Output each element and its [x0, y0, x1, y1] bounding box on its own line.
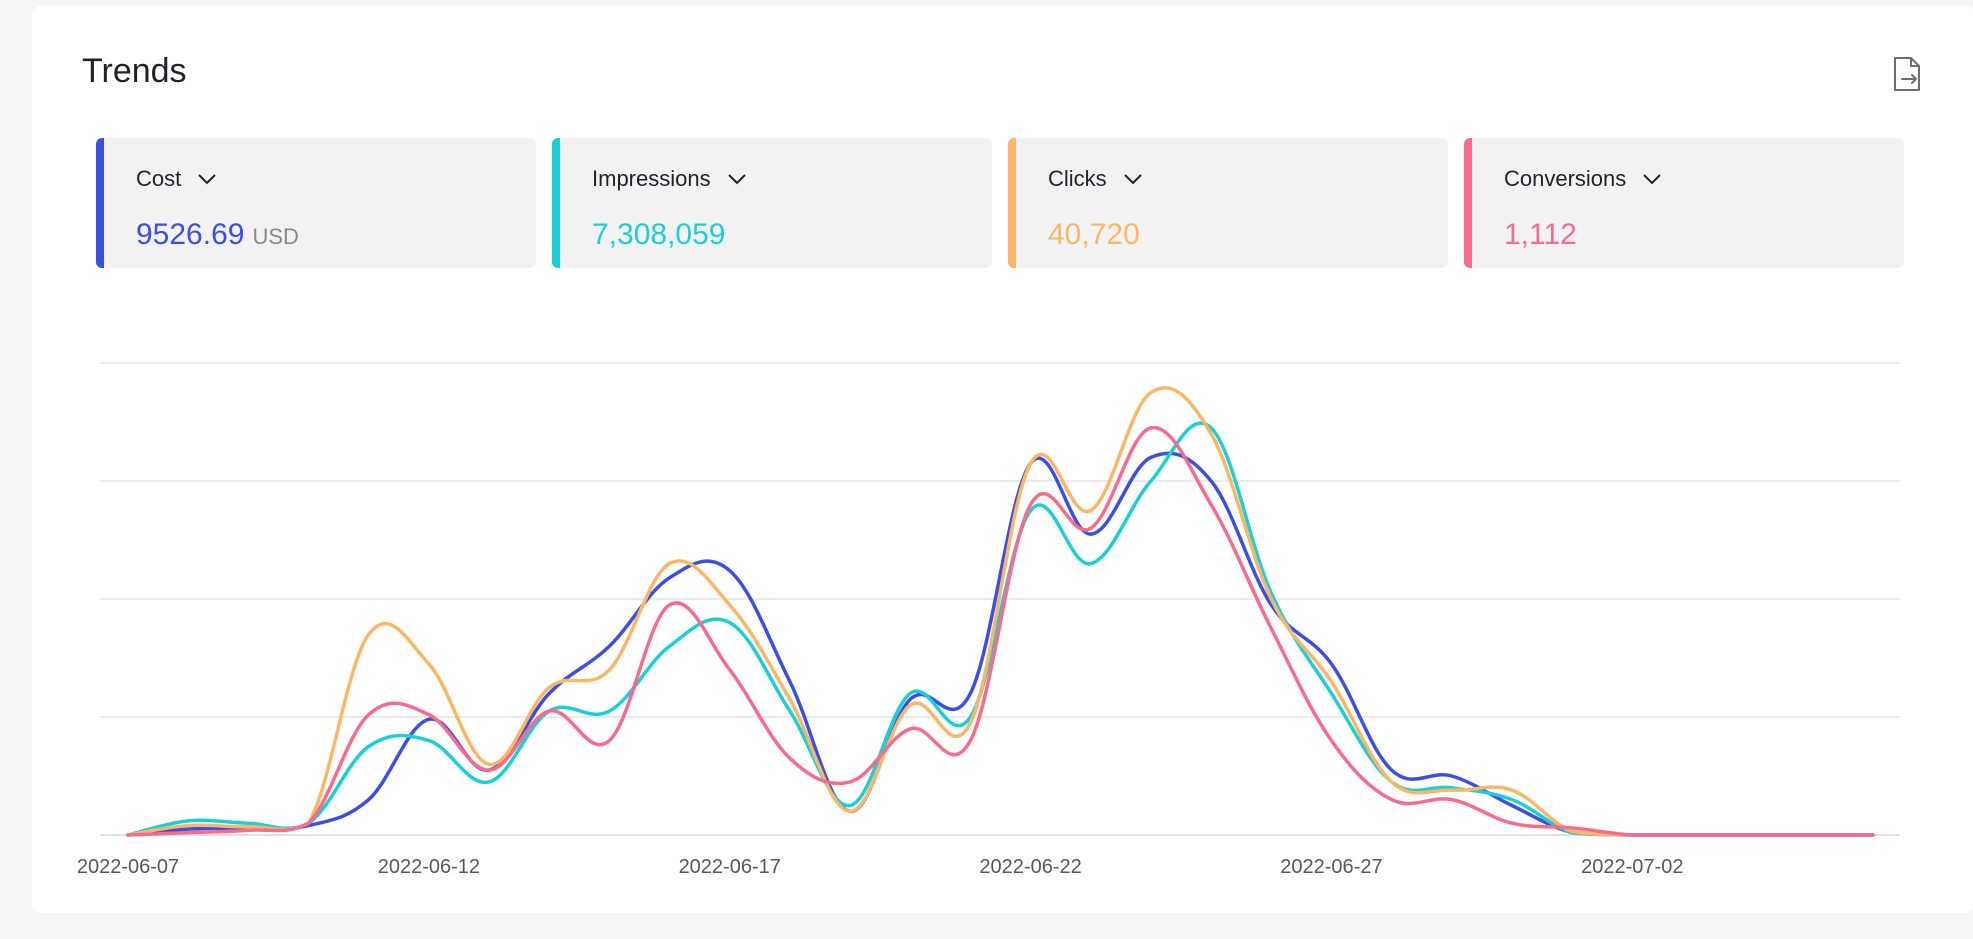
chevron-down-icon[interactable] [197, 172, 217, 186]
chevron-down-icon[interactable] [1642, 172, 1662, 186]
series-line-conversions [126, 426, 1875, 837]
metric-unit-cost: USD [252, 224, 299, 249]
metric-label-clicks: Clicks [1048, 166, 1107, 191]
x-tick-label: 2022-06-22 [979, 856, 1081, 878]
metric-value-cost: 9526.69 USD [136, 218, 299, 251]
file-export-icon[interactable] [1892, 56, 1922, 92]
chevron-down-icon[interactable] [1123, 172, 1143, 186]
metric-label-conversions: Conversions [1504, 166, 1627, 191]
metric-card-cost[interactable]: Cost 9526.69 USD [96, 138, 536, 268]
metric-card-conversions[interactable]: Conversions 1,112 [1464, 138, 1904, 268]
metric-label-cost: Cost [136, 166, 182, 191]
metric-card-clicks[interactable]: Clicks 40,720 [1008, 138, 1448, 268]
x-tick-label: 2022-06-27 [1280, 856, 1382, 878]
card-title: Trends [82, 52, 187, 90]
x-tick-label: 2022-06-17 [679, 856, 781, 878]
x-tick-label: 2022-07-02 [1581, 856, 1683, 878]
metric-label-impressions: Impressions [592, 166, 711, 191]
series-line-clicks [126, 386, 1875, 837]
x-tick-label: 2022-06-07 [77, 856, 179, 878]
chevron-down-icon[interactable] [727, 172, 747, 186]
series-line-impressions [126, 421, 1875, 837]
series-line-cost [126, 451, 1875, 837]
metric-value-impressions: 7,308,059 [592, 218, 726, 251]
metric-value-clicks: 40,720 [1048, 218, 1140, 251]
metric-card-impressions[interactable]: Impressions 7,308,059 [552, 138, 992, 268]
x-tick-label: 2022-06-12 [378, 856, 480, 878]
metric-value-conversions: 1,112 [1504, 218, 1577, 251]
